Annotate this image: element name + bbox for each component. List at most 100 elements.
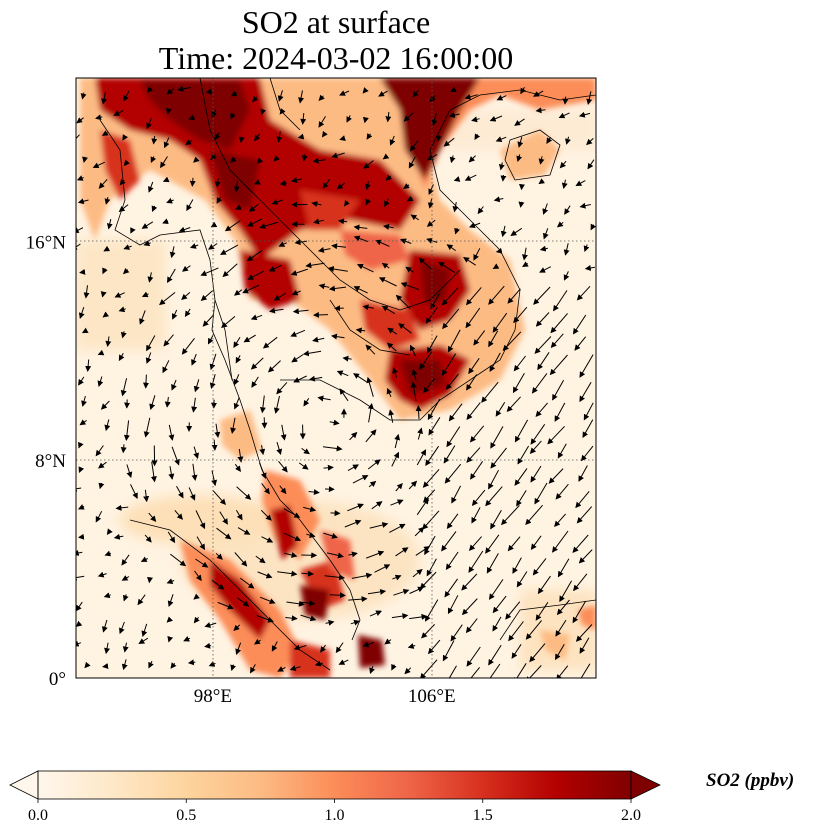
wind-vector-356	[506, 396, 521, 413]
lat-tick-label-2: 16°N	[26, 233, 67, 254]
wind-vector-214	[563, 271, 570, 281]
wind-vector-603	[138, 637, 149, 645]
wind-vector-312	[78, 376, 85, 386]
wind-vector-202	[290, 268, 308, 276]
lat-tick-label-0: 0°	[49, 669, 66, 690]
wind-vector-282	[473, 330, 486, 346]
wind-vector-588	[350, 619, 361, 626]
wind-vector-53	[185, 139, 193, 146]
wind-vector-463	[235, 509, 243, 521]
wind-vector-226	[291, 289, 301, 296]
wind-vector-91	[498, 162, 505, 171]
wind-vector-47	[578, 111, 591, 118]
wind-vector-339	[149, 395, 156, 411]
colorbar-tick-label-0: 0.0	[28, 807, 48, 824]
wind-vector-601	[104, 642, 110, 655]
wind-vector-18	[464, 93, 478, 100]
wind-vector-258	[465, 307, 481, 329]
wind-vector-381	[530, 424, 546, 445]
wind-vector-366	[214, 423, 221, 438]
wind-vector-470	[390, 499, 404, 506]
wind-vector-419	[323, 464, 334, 471]
wind-vector-58	[297, 133, 305, 140]
colorbar-tick-label-3: 1.5	[473, 807, 493, 824]
wind-vector-329	[445, 373, 459, 390]
wind-vector-348	[339, 388, 349, 402]
wind-vector-532	[166, 578, 175, 585]
wind-vector-441	[279, 485, 287, 495]
wind-vector-570	[461, 598, 478, 616]
wind-vector-201	[268, 264, 282, 272]
wind-vector-633	[277, 666, 286, 672]
wind-vectors	[76, 85, 596, 678]
wind-vector-343	[233, 397, 240, 410]
wind-vector-31	[230, 112, 236, 120]
wind-vector-501	[530, 535, 542, 551]
wind-vector-224	[242, 284, 260, 294]
wind-vector-346	[303, 398, 310, 407]
wind-vector-54	[214, 132, 221, 141]
wind-vector-89	[449, 155, 456, 164]
wind-vector-66	[474, 133, 481, 141]
wind-vector-508	[169, 553, 187, 567]
wind-vector-635	[314, 660, 323, 667]
wind-vector-512	[255, 555, 266, 564]
wind-vector-172	[169, 246, 176, 259]
wind-vector-522	[468, 550, 484, 573]
wind-vector-268	[163, 334, 174, 347]
wind-vector-476	[501, 505, 520, 526]
wind-vector-638	[391, 663, 397, 671]
wind-vector-111	[403, 183, 410, 189]
wind-vector-126	[216, 196, 223, 204]
wind-vector-221	[181, 292, 191, 301]
wind-vector-103	[233, 180, 240, 193]
wind-vector-273	[262, 336, 278, 349]
wind-vector-183	[400, 238, 412, 245]
wind-vector-451	[485, 486, 503, 507]
wind-vector-478	[554, 513, 566, 528]
wind-vector-64	[435, 134, 442, 142]
wind-vector-363	[143, 417, 151, 438]
wind-vector-591	[409, 613, 428, 620]
wind-vector-541	[374, 564, 391, 573]
wind-vector-253	[362, 304, 374, 311]
wind-vector-468	[347, 503, 364, 512]
wind-vector-566	[393, 588, 410, 596]
wind-vector-460	[174, 509, 183, 520]
wind-vector-205	[356, 264, 374, 273]
wind-vector-644	[513, 663, 527, 678]
wind-vector-422	[391, 451, 399, 467]
wind-vector-331	[481, 381, 499, 403]
wind-vector-326	[392, 367, 398, 378]
wind-vector-325	[353, 373, 367, 383]
wind-vector-398	[394, 433, 401, 449]
wind-vector-65	[443, 137, 455, 147]
wind-vector-453	[534, 482, 548, 505]
wind-vector-123	[151, 205, 158, 213]
wind-vector-39	[403, 112, 414, 122]
wind-vector-93	[538, 156, 545, 165]
wind-vector-592	[421, 624, 435, 639]
wind-vector-394	[301, 447, 310, 455]
wind-vector-132	[344, 199, 350, 207]
wind-vector-396	[349, 431, 358, 441]
wind-vector-617	[442, 640, 455, 662]
wind-vector-276	[331, 333, 345, 340]
wind-vector-579	[141, 623, 148, 637]
wind-vector-165	[542, 228, 549, 240]
wind-vector-310	[549, 354, 568, 376]
wind-vector-195	[147, 272, 154, 283]
wind-vector-228	[328, 285, 347, 292]
wind-vector-371	[329, 419, 340, 426]
wind-vector-605	[183, 636, 191, 642]
wind-vector-628	[170, 662, 177, 669]
wind-vector-347	[317, 395, 331, 402]
wind-vector-52	[163, 137, 170, 149]
wind-vector-313	[97, 376, 104, 387]
wind-vector-0	[80, 92, 87, 100]
wind-vector-610	[293, 644, 307, 651]
wind-vector-379	[490, 426, 504, 449]
wind-vector-213	[539, 266, 552, 273]
wind-vector-337	[100, 400, 110, 410]
wind-vector-517	[366, 550, 385, 559]
